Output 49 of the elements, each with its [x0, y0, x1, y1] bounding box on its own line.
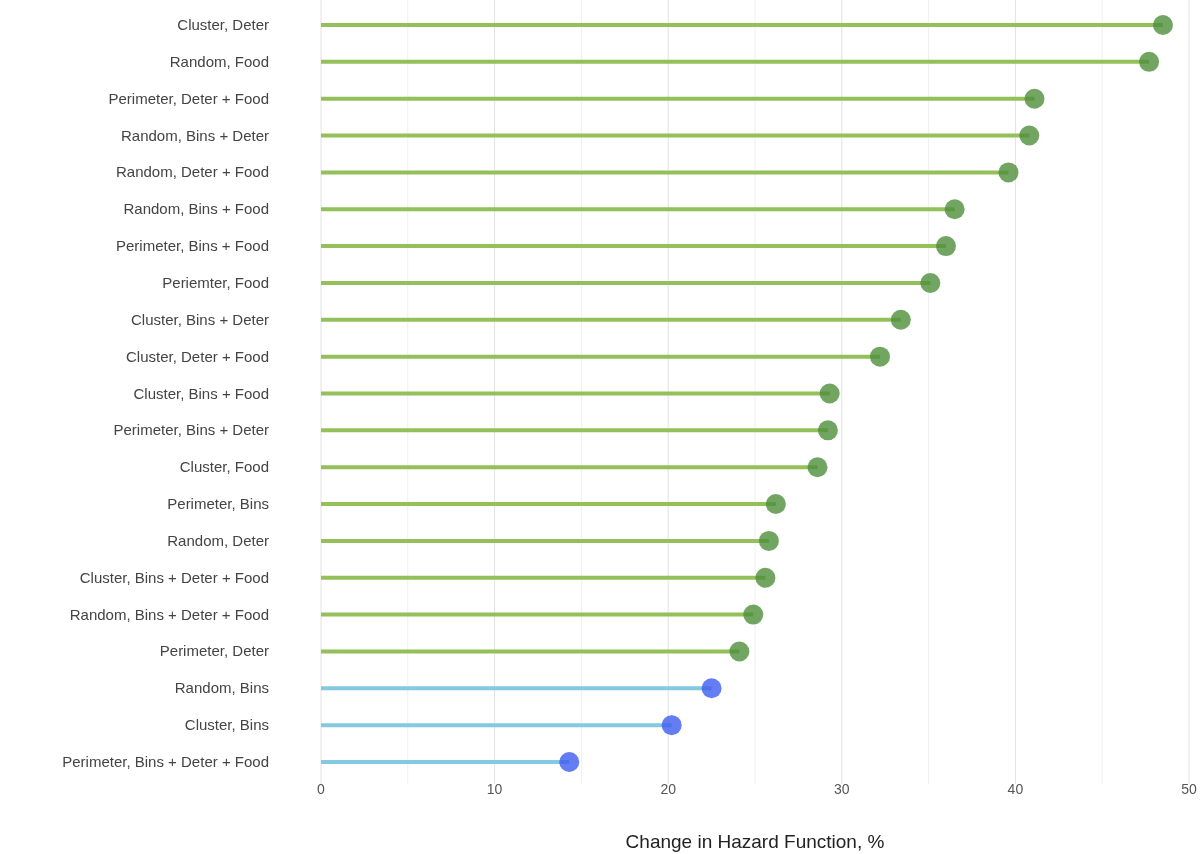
point [817, 420, 838, 441]
point [743, 604, 764, 625]
point [1019, 125, 1040, 146]
point [920, 272, 941, 293]
y-tick-label: Perimeter, Bins + Deter [113, 421, 269, 439]
point [807, 457, 828, 478]
point [998, 162, 1019, 183]
point [765, 494, 786, 515]
point [729, 641, 750, 662]
point [758, 530, 779, 551]
y-tick-label: Random, Food [169, 52, 269, 70]
y-tick-label: Cluster, Food [179, 458, 269, 476]
y-tick-label: Perimeter, Bins + Deter + Food [62, 753, 269, 770]
point [935, 236, 956, 257]
y-tick-label: Perimeter, Deter [159, 642, 269, 660]
y-tick-label: Cluster, Bins + Deter + Food [79, 568, 269, 586]
point [890, 309, 911, 330]
point [1139, 51, 1160, 72]
y-tick-label: Random, Bins [174, 679, 269, 697]
y-tick-label: Random, Bins + Deter [121, 126, 269, 144]
y-tick-label: Cluster, Bins + Food [133, 384, 269, 402]
y-tick-label: Perimeter, Bins + Food [116, 237, 269, 255]
y-tick-label: Cluster, Bins + Deter [131, 310, 269, 328]
y-tick-label: Perimeter, Bins [167, 495, 269, 513]
x-axis-title: Change in Hazard Function, % [625, 831, 885, 852]
y-tick-label: Random, Deter + Food [116, 163, 269, 181]
x-tick-label: 20 [660, 781, 677, 797]
point [701, 678, 722, 699]
point [869, 346, 890, 367]
point [1152, 15, 1173, 35]
y-tick-label: Random, Bins + Deter + Food [69, 605, 269, 623]
y-tick-label: Cluster, Bins [184, 716, 269, 734]
point [944, 199, 965, 220]
point [755, 567, 776, 588]
x-tick-label: 30 [834, 781, 850, 797]
y-tick-label: Cluster, Deter [177, 16, 269, 33]
x-tick-label: 0 [317, 781, 326, 797]
point [661, 715, 682, 736]
point [1024, 88, 1045, 109]
y-tick-label: Perimeter, Deter + Food [108, 89, 269, 107]
point [819, 383, 840, 404]
x-tick-label: 40 [1007, 781, 1024, 797]
x-tick-label: 10 [486, 781, 503, 797]
y-tick-label: Cluster, Deter + Food [126, 347, 269, 365]
x-tick-label: 50 [1181, 781, 1197, 797]
point [559, 752, 580, 772]
y-tick-label: Random, Bins + Food [123, 200, 269, 218]
y-tick-label: Random, Deter [167, 531, 269, 549]
y-tick-label: Periemter, Food [162, 273, 269, 291]
